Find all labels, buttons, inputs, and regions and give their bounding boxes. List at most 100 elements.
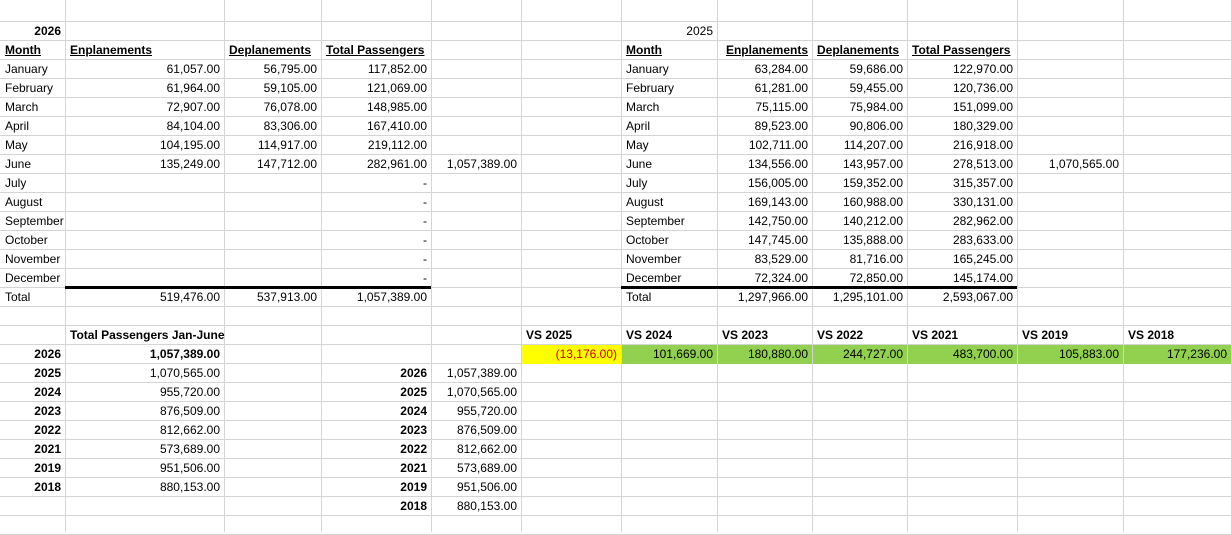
summary-year-cell[interactable]: 2026 [34,347,61,361]
deplanements-header-2026[interactable]: Deplanements [229,43,312,57]
summary-year-cell[interactable]: 2021 [34,442,61,456]
ytd-total-2025[interactable]: 1,070,565.00 [1048,157,1119,171]
list-year-cell[interactable]: 2019 [400,480,427,494]
summary-year-cell[interactable]: 2023 [34,404,61,418]
deplanements-cell[interactable]: 90,806.00 [849,119,903,133]
total-passengers-cell[interactable]: 117,852.00 [367,62,427,76]
deplanements-cell[interactable]: 143,957.00 [842,157,903,171]
enplanements-cell[interactable]: 63,284.00 [754,62,808,76]
comparison-value-cell[interactable]: 101,669.00 [622,345,717,364]
enplanements-cell[interactable]: 102,711.00 [748,138,808,152]
deplanements-cell[interactable]: 114,917.00 [257,138,317,152]
total-passengers-cell[interactable]: 145,174.00 [952,271,1013,285]
month-name-cell[interactable]: September [5,214,64,228]
month-name-cell[interactable]: September [626,214,685,228]
deplanements-cell[interactable]: 140,212.00 [842,214,903,228]
month-name-cell[interactable]: May [5,138,28,152]
month-name-cell[interactable]: October [5,233,48,247]
list-value-cell[interactable]: 1,070,565.00 [446,385,517,399]
enplanements-cell[interactable]: 142,750.00 [747,214,808,228]
month-name-cell[interactable]: January [5,62,48,76]
total-passengers-header-2026[interactable]: Total Passengers [326,43,425,57]
enplanements-cell[interactable]: 104,195.00 [159,138,220,152]
summary-year-cell[interactable]: 2018 [34,480,61,494]
list-year-cell[interactable]: 2021 [400,461,427,475]
comparison-label-cell[interactable]: VS 2018 [1128,328,1175,342]
enplanements-cell[interactable]: 72,324.00 [754,271,808,285]
total-passengers-cell[interactable]: 122,970.00 [952,62,1013,76]
total-passengers-2025[interactable]: 2,593,067.00 [942,290,1013,304]
enplanements-header-2025[interactable]: Enplanements [725,43,808,57]
month-header-2026[interactable]: Month [5,43,41,57]
deplanements-cell[interactable]: 59,455.00 [849,81,903,95]
summary-value-cell[interactable]: 573,689.00 [159,442,220,456]
list-value-cell[interactable]: 876,509.00 [456,423,517,437]
comparison-label-cell[interactable]: VS 2025 [526,328,573,342]
month-name-cell[interactable]: February [626,81,675,95]
comparison-label-cell[interactable]: VS 2024 [626,328,673,342]
month-name-cell[interactable]: March [5,100,39,114]
total-passengers-cell[interactable]: 151,099.00 [952,100,1013,114]
month-name-cell[interactable]: January [626,62,669,76]
month-name-cell[interactable]: October [626,233,669,247]
deplanements-cell[interactable]: 72,850.00 [849,271,903,285]
summary-value-cell[interactable]: 812,662.00 [159,423,220,437]
total-passengers-cell[interactable]: - [423,271,427,285]
total-passengers-cell[interactable]: - [423,214,427,228]
total-deplanements-2025[interactable]: 1,295,101.00 [832,290,903,304]
total-label-2026[interactable]: Total [5,290,31,304]
total-passengers-cell[interactable]: 282,962.00 [952,214,1013,228]
list-year-cell[interactable]: 2022 [400,442,427,456]
comparison-value-cell[interactable]: (13,176.00) [522,345,621,364]
month-name-cell[interactable]: April [5,119,30,133]
total-passengers-cell[interactable]: 282,961.00 [366,157,427,171]
total-enplanements-2025[interactable]: 1,297,966.00 [737,290,808,304]
deplanements-cell[interactable]: 56,795.00 [263,62,317,76]
total-passengers-cell[interactable]: 165,245.00 [952,252,1013,266]
comparison-label-cell[interactable]: VS 2019 [1022,328,1069,342]
list-value-cell[interactable]: 955,720.00 [456,404,517,418]
month-name-cell[interactable]: July [626,176,648,190]
list-year-cell[interactable]: 2026 [400,366,427,380]
total-passengers-cell[interactable]: - [423,195,427,209]
list-year-cell[interactable]: 2025 [400,385,427,399]
enplanements-cell[interactable]: 169,143.00 [747,195,808,209]
enplanements-cell[interactable]: 61,964.00 [166,81,220,95]
deplanements-cell[interactable]: 147,712.00 [256,157,317,171]
deplanements-cell[interactable]: 159,352.00 [842,176,903,190]
deplanements-cell[interactable]: 114,207.00 [843,138,903,152]
deplanements-cell[interactable]: 75,984.00 [849,100,903,114]
deplanements-cell[interactable]: 135,888.00 [842,233,903,247]
enplanements-cell[interactable]: 61,281.00 [754,81,808,95]
total-passengers-cell[interactable]: 278,513.00 [952,157,1013,171]
list-year-cell[interactable]: 2024 [400,404,427,418]
comparison-label-cell[interactable]: VS 2021 [912,328,959,342]
enplanements-cell[interactable]: 135,249.00 [159,157,220,171]
summary-value-cell[interactable]: 880,153.00 [159,480,220,494]
month-name-cell[interactable]: December [626,271,682,285]
comparison-value-cell[interactable]: 180,880.00 [718,345,812,364]
total-label-2025[interactable]: Total [626,290,652,304]
month-name-cell[interactable]: December [5,271,61,285]
ytd-total-2026[interactable]: 1,057,389.00 [446,157,517,171]
list-value-cell[interactable]: 573,689.00 [456,461,517,475]
month-name-cell[interactable]: November [5,252,61,266]
enplanements-cell[interactable]: 83,529.00 [754,252,808,266]
month-name-cell[interactable]: June [5,157,32,171]
deplanements-cell[interactable]: 59,105.00 [263,81,317,95]
total-passengers-cell[interactable]: 315,357.00 [952,176,1013,190]
summary-year-cell[interactable]: 2022 [34,423,61,437]
comparison-label-cell[interactable]: VS 2023 [722,328,769,342]
deplanements-header-2025[interactable]: Deplanements [817,43,900,57]
enplanements-header-2026[interactable]: Enplanements [70,43,153,57]
deplanements-cell[interactable]: 76,078.00 [263,100,317,114]
month-name-cell[interactable]: August [5,195,43,209]
total-passengers-cell[interactable]: 180,329.00 [952,119,1013,133]
summary-value-cell[interactable]: 1,070,565.00 [149,366,220,380]
jan-june-header[interactable]: Total Passengers Jan-June [70,328,225,342]
total-deplanements-2026[interactable]: 537,913.00 [256,290,317,304]
total-passengers-cell[interactable]: 216,918.00 [952,138,1013,152]
summary-value-cell[interactable]: 1,057,389.00 [149,347,220,361]
total-passengers-header-2025[interactable]: Total Passengers [912,43,1011,57]
